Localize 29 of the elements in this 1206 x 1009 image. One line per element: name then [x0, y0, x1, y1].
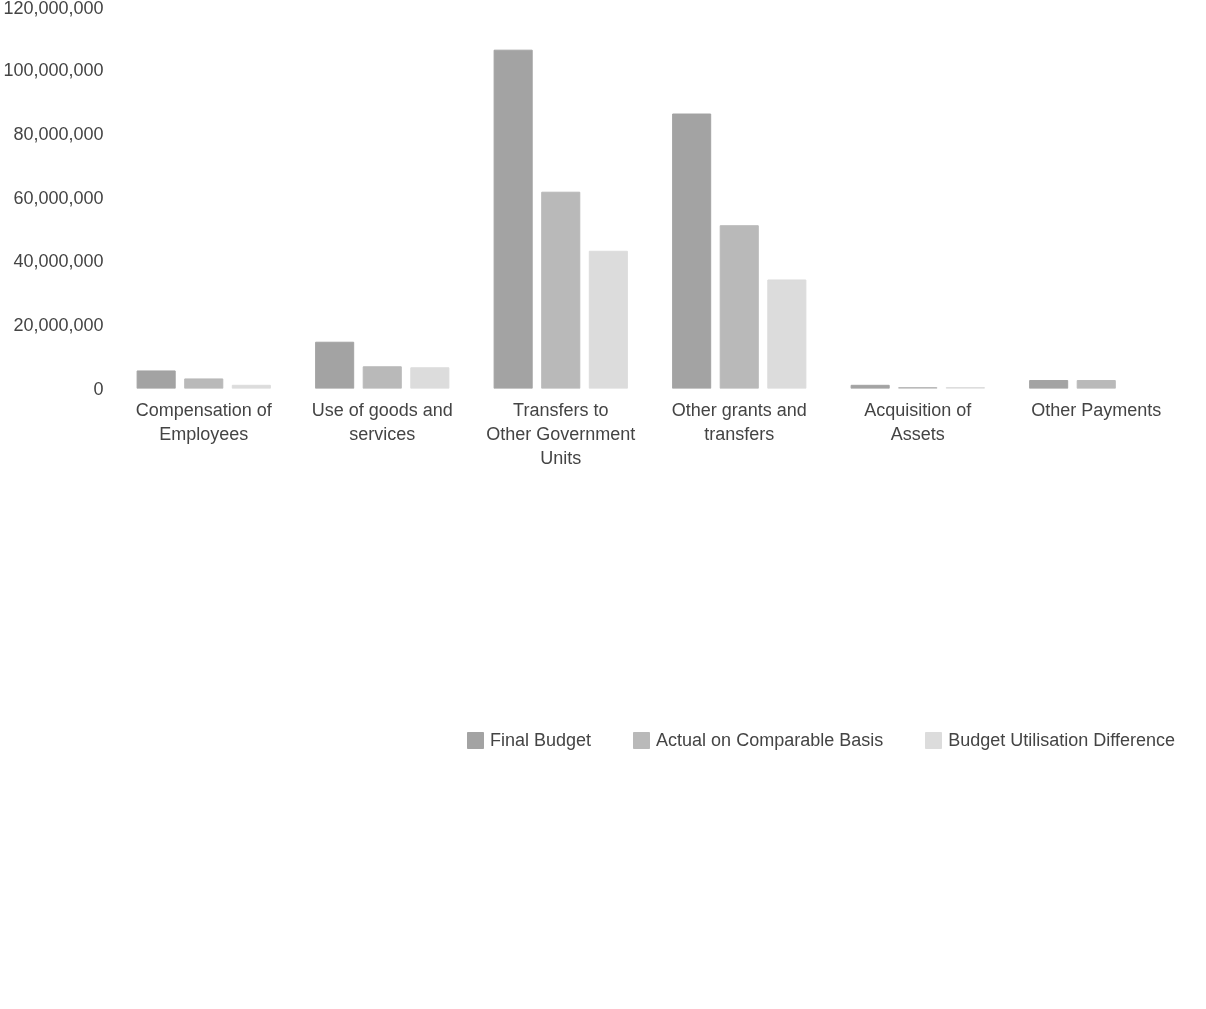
x-tick-label: Compensation of Employees: [135, 399, 273, 444]
bar: [767, 279, 807, 389]
y-tick-label: 40,000,000: [13, 251, 104, 272]
y-tick-label: 120,000,000: [3, 0, 104, 18]
bar: [541, 191, 581, 389]
bar: [1076, 380, 1116, 389]
bar: [362, 366, 402, 389]
x-tick-label: Use of goods and services: [311, 399, 453, 444]
y-tick-label: 100,000,000: [3, 59, 104, 80]
bar: [672, 113, 712, 389]
y-tick-label: 0: [93, 379, 104, 399]
x-tick-label: Other Payments: [1031, 399, 1162, 420]
bar: [136, 370, 176, 389]
x-tick-label: Other grants and transfers: [671, 399, 807, 444]
y-tick-label: 80,000,000: [13, 123, 104, 144]
bar: [588, 250, 628, 389]
y-tick-label: 20,000,000: [13, 315, 104, 336]
bar: [315, 341, 355, 389]
bar: [719, 225, 759, 389]
legend-label: Budget Utilisation Difference: [948, 729, 1175, 751]
bar: [493, 49, 533, 389]
bar: [410, 367, 450, 389]
y-tick-label: 60,000,000: [13, 187, 104, 208]
bar: [184, 378, 224, 389]
x-tick-label: Transfers to Other Government Units: [486, 399, 636, 468]
legend-label: Actual on Comparable Basis: [656, 729, 884, 751]
legend-label: Final Budget: [490, 729, 592, 751]
bar: [1029, 380, 1069, 389]
x-tick-label: Acquisition of Assets: [864, 399, 973, 444]
